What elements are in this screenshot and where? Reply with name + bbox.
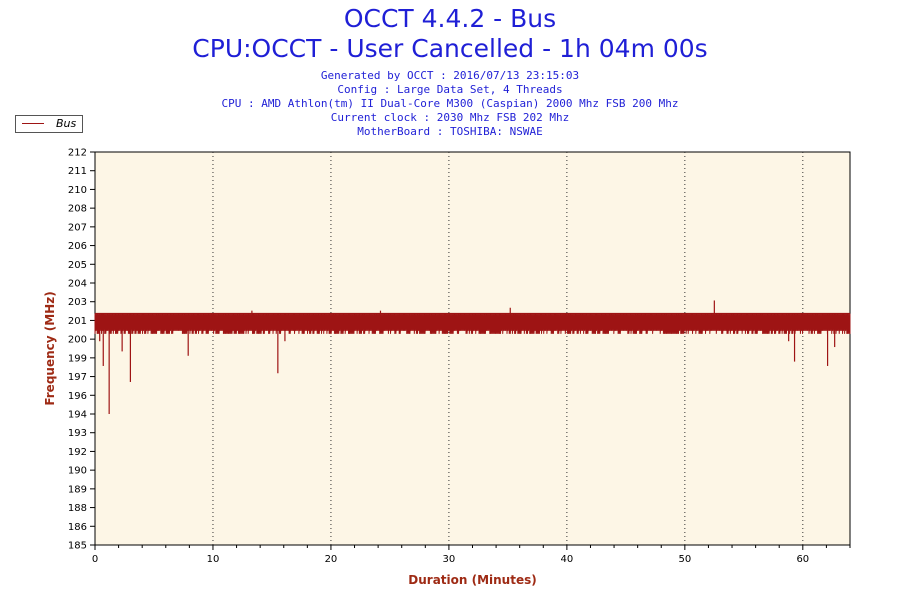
x-tick-label: 20 bbox=[325, 554, 338, 565]
y-tick-label: 200 bbox=[68, 335, 87, 346]
x-axis-label: Duration (Minutes) bbox=[408, 573, 536, 587]
y-axis-label: Frequency (MHz) bbox=[43, 291, 57, 405]
y-tick-label: 205 bbox=[68, 260, 87, 271]
y-tick-label: 196 bbox=[68, 391, 87, 402]
y-tick-label: 194 bbox=[68, 410, 87, 421]
x-tick-label: 0 bbox=[92, 554, 98, 565]
y-tick-label: 192 bbox=[68, 447, 87, 458]
legend-label-bus: Bus bbox=[56, 117, 77, 130]
x-tick-label: 30 bbox=[443, 554, 456, 565]
y-tick-label: 203 bbox=[68, 297, 87, 308]
y-tick-label: 211 bbox=[68, 166, 87, 177]
y-tick-label: 206 bbox=[68, 241, 87, 252]
series-line-bus bbox=[94, 313, 851, 334]
x-tick-label: 40 bbox=[561, 554, 574, 565]
y-tick-label: 199 bbox=[68, 353, 87, 364]
y-tick-label: 190 bbox=[68, 466, 87, 477]
info-cpu: CPU : AMD Athlon(tm) II Dual-Core M300 (… bbox=[221, 97, 679, 110]
y-tick-label: 186 bbox=[68, 522, 87, 533]
y-tick-label: 207 bbox=[68, 222, 87, 233]
y-tick-label: 185 bbox=[68, 541, 87, 552]
info-config: Config : Large Data Set, 4 Threads bbox=[337, 83, 563, 96]
y-tick-label: 201 bbox=[68, 316, 87, 327]
legend: Bus bbox=[15, 115, 83, 133]
y-tick-label: 208 bbox=[68, 204, 87, 215]
y-tick-label: 210 bbox=[68, 185, 87, 196]
info-generated: Generated by OCCT : 2016/07/13 23:15:03 bbox=[320, 69, 580, 82]
x-tick-label: 10 bbox=[207, 554, 220, 565]
x-tick-label: 50 bbox=[678, 554, 691, 565]
y-tick-label: 197 bbox=[68, 372, 87, 383]
x-tick-label: 60 bbox=[796, 554, 809, 565]
info-current-clock: Current clock : 2030 Mhz FSB 202 Mhz bbox=[330, 111, 570, 124]
y-tick-label: 204 bbox=[68, 279, 87, 290]
y-tick-label: 189 bbox=[68, 484, 87, 495]
y-tick-label: 212 bbox=[68, 148, 87, 159]
y-tick-label: 188 bbox=[68, 503, 87, 514]
chart-title: OCCT 4.4.2 - Bus bbox=[343, 4, 557, 33]
info-motherboard: MotherBoard : TOSHIBA: NSWAE bbox=[357, 125, 543, 138]
y-tick-label: 193 bbox=[68, 428, 87, 439]
chart-subtitle: CPU:OCCT - User Cancelled - 1h 04m 00s bbox=[192, 34, 708, 63]
legend-swatch-bus bbox=[22, 123, 44, 124]
plot-background bbox=[94, 151, 851, 546]
